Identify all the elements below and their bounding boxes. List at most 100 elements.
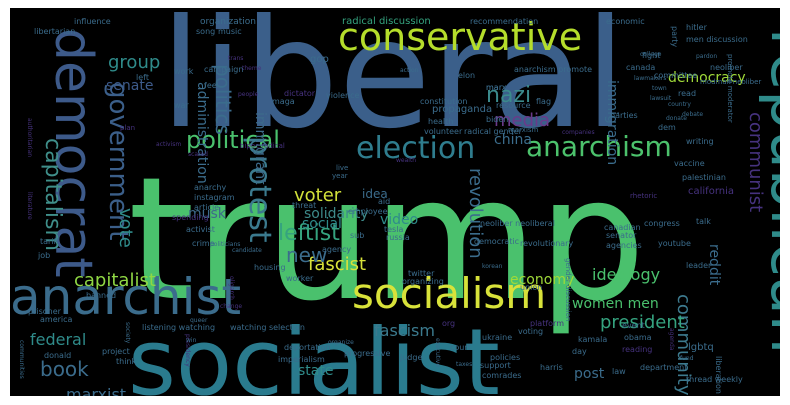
word-men-discussion: men discussion [686,35,748,44]
word-ideology: ideology [592,265,660,284]
word-maga: maga [272,97,295,106]
word-college: college [640,51,662,58]
word-vote: vote [115,208,136,248]
word-feel: feel [204,81,219,90]
word-agencies: agencies [606,241,642,250]
word-union: union [520,283,542,292]
word-organize: organize [328,339,354,346]
word-leftist: leftist [278,221,340,246]
word-solidarity: solidarity [304,206,369,222]
word-gender-discussion: gender discussion [564,258,572,321]
word-talk: talk [696,217,711,226]
word-sub: sub [350,231,364,240]
word-year: year [332,172,348,180]
word-live: live [336,164,348,172]
word-org: org [442,319,455,328]
word-president: president [600,312,685,333]
word-fund: fund [680,355,694,362]
word-candidate: candidate [232,247,262,254]
word-flag: flag [536,97,551,106]
word-government: government [103,82,133,241]
word-deportation: deportation [284,343,331,352]
word-election: election [356,131,475,166]
word-social: social [302,216,342,232]
word-progressive: progressive [344,349,390,358]
word-work: work [174,67,194,76]
word-event: event [622,321,645,330]
word-music: music [218,27,242,36]
word-nazi: nazi [486,83,531,108]
word-theme: theme [242,65,262,72]
word-scared: scared [188,151,208,158]
word-musk: musk [188,206,227,222]
word-liberation: liberation [714,356,723,394]
word-socialism: socialism [352,269,546,318]
word-lawmakers: lawmakers [634,75,666,82]
word-pardon: pardon [696,53,717,60]
word-twitter: twitter [408,269,435,278]
word-fascism: fascism [374,321,435,340]
word-voter: voter [294,185,342,206]
word-imperialism: imperialism [278,355,325,364]
word-campaign: campaign [204,65,243,74]
word-taxes: taxes [456,361,472,368]
word-anarchism-promote: anarchism promote [514,65,592,74]
word-activism: activism [156,141,181,148]
word-senator: senator [606,231,637,240]
word-reddit: reddit [706,244,722,286]
word-cloud-canvas: trumpliberalsocialistrepublicandemocrata… [10,8,780,396]
word-conservative: conservative [338,15,582,59]
word-vaccine: vaccine [674,159,705,168]
word-propaganda: propaganda [432,104,492,115]
word-promote-moderator: promote moderator [726,54,734,123]
word-banned: banned [86,291,116,300]
word-dem: dem [658,123,676,132]
word-writing: writing [686,137,714,146]
word-department: department [640,363,687,372]
word-america: america [40,315,73,324]
word-libertarian: libertarian [34,27,75,36]
word-executive: executive [434,338,441,367]
word-agency: agency [322,245,351,254]
word-economic: economic [606,17,645,26]
word-town: town [652,85,667,92]
word-women-men: women men [572,296,659,312]
word-fascist: fascist [308,254,366,275]
word-revolutionary: revolutionary [520,239,573,248]
word-marxist: marxist [66,385,126,396]
word-elon: elon [458,71,475,80]
word-political: political [186,126,280,154]
word-rhetoric: rhetoric [630,192,657,200]
word-democratic: democratic [474,237,519,246]
word-tesla: tesla [384,225,403,234]
word-group: group [108,52,160,73]
word-read: read [678,89,696,98]
word-neoliber: neoliber [710,63,743,72]
word-politics: politics [211,64,235,135]
word-communities: communities [18,340,25,379]
word-think: think [116,357,137,366]
word-judge: judge [399,353,422,362]
word-community: community [673,294,694,396]
word-trump: trump [128,141,646,339]
word-federal: federal [30,330,86,349]
word-fight: fight [642,51,660,60]
word-gop: gop [310,54,329,65]
word-constitution: constitution [420,97,467,106]
word-wealth: wealth [396,157,416,164]
word-radical-discussion: radical discussion [342,16,431,27]
word-job: job [37,251,50,260]
word-donald: donald [44,351,71,360]
word-violence: violence [326,91,359,100]
word-anarchist: anarchist [10,268,241,326]
word-video: video [380,212,418,228]
word-prisoner: prisoner [28,307,62,316]
word-plan: plan [120,124,135,132]
word-trans: trans [228,55,243,62]
word-society: society [124,322,131,344]
word-project: project [102,347,130,356]
word-law: law [612,367,626,376]
word-organization: organization [200,17,256,27]
word-health: health [428,117,453,126]
word-immigrant: immigrant [252,112,268,185]
